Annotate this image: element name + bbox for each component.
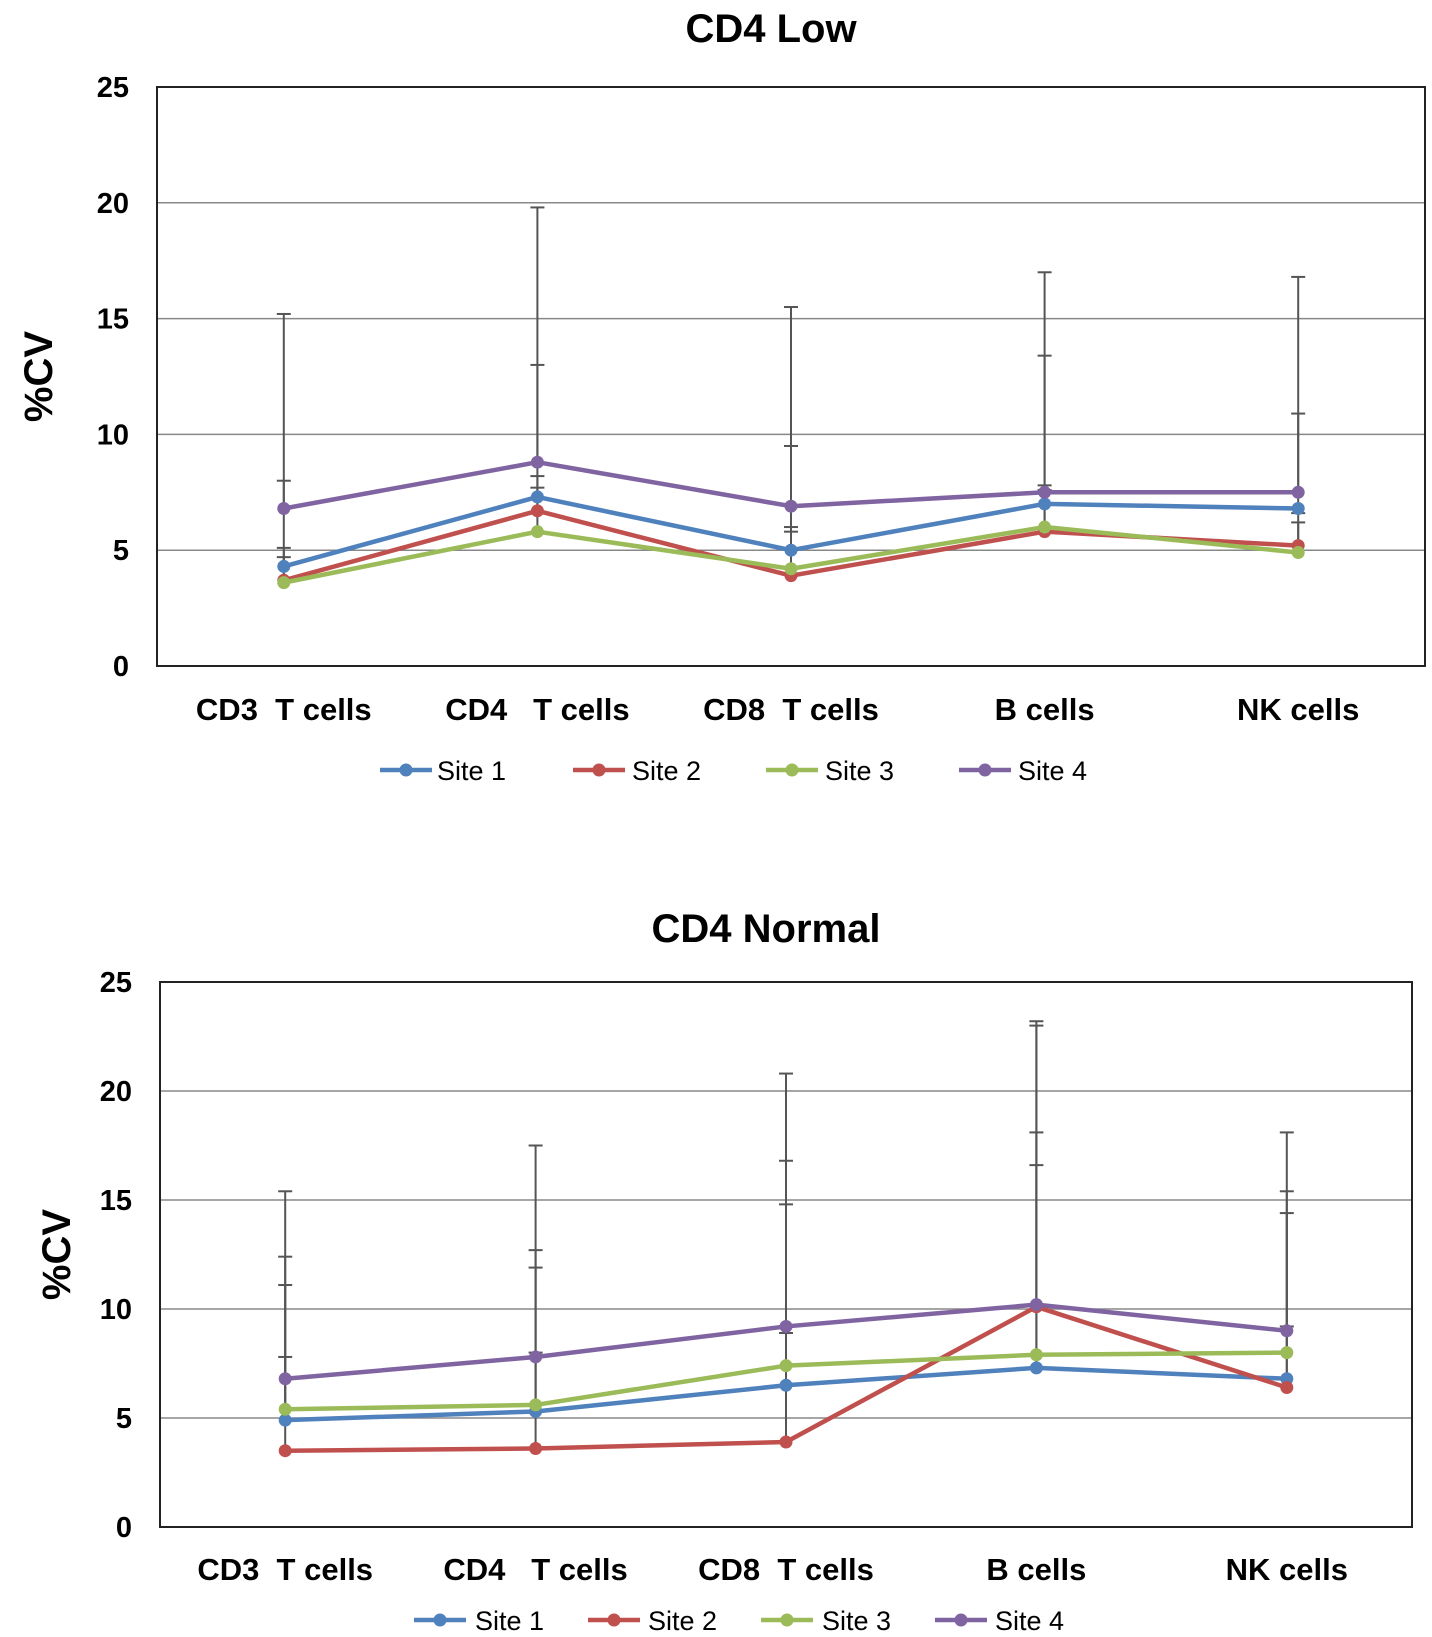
data-point bbox=[277, 576, 291, 590]
data-point bbox=[529, 1398, 543, 1412]
x-tick-label: CD3 T cells bbox=[196, 692, 372, 727]
data-point bbox=[1029, 1298, 1043, 1312]
legend-label: Site 3 bbox=[825, 756, 894, 786]
data-point bbox=[1280, 1380, 1294, 1394]
y-tick-label: 10 bbox=[100, 1294, 132, 1326]
y-tick-label: 20 bbox=[100, 1076, 132, 1108]
data-point bbox=[784, 543, 798, 557]
data-point bbox=[530, 504, 544, 518]
data-point bbox=[784, 499, 798, 513]
data-point bbox=[1029, 1348, 1043, 1362]
legend-marker bbox=[399, 763, 413, 777]
legend-marker bbox=[607, 1613, 621, 1627]
x-tick-label: CD4 T cells bbox=[443, 1552, 627, 1587]
data-point bbox=[278, 1413, 292, 1427]
legend-marker bbox=[780, 1613, 794, 1627]
x-tick-label: CD4 T cells bbox=[445, 692, 629, 727]
y-tick-label: 15 bbox=[100, 1185, 132, 1217]
data-point bbox=[1291, 546, 1305, 560]
y-tick-label: 25 bbox=[97, 72, 129, 104]
legend-label: Site 3 bbox=[822, 1606, 891, 1636]
legend-marker bbox=[978, 763, 992, 777]
y-axis-label: %CV bbox=[35, 1209, 79, 1300]
x-tick-label: CD3 T cells bbox=[197, 1552, 373, 1587]
data-point bbox=[1038, 497, 1052, 511]
chart-title: CD4 Normal bbox=[652, 907, 881, 951]
data-point bbox=[779, 1359, 793, 1373]
y-tick-label: 5 bbox=[116, 1403, 132, 1435]
data-point bbox=[277, 559, 291, 573]
y-tick-label: 15 bbox=[97, 304, 129, 336]
data-point bbox=[530, 525, 544, 539]
legend-marker bbox=[433, 1613, 447, 1627]
data-point bbox=[278, 1372, 292, 1386]
data-point bbox=[529, 1442, 543, 1456]
data-point bbox=[1029, 1361, 1043, 1375]
legend-label: Site 4 bbox=[1018, 756, 1087, 786]
y-tick-label: 25 bbox=[100, 967, 132, 999]
legend-label: Site 4 bbox=[995, 1606, 1064, 1636]
plot-area bbox=[159, 981, 1413, 1528]
data-point bbox=[1291, 502, 1305, 516]
x-tick-label: CD8 T cells bbox=[703, 692, 879, 727]
data-point bbox=[530, 490, 544, 504]
data-point bbox=[1280, 1324, 1294, 1338]
legend-label: Site 1 bbox=[437, 756, 506, 786]
data-point bbox=[529, 1350, 543, 1364]
legend-marker bbox=[592, 763, 606, 777]
data-point bbox=[530, 455, 544, 469]
data-point bbox=[1280, 1346, 1294, 1360]
data-point bbox=[779, 1435, 793, 1449]
x-tick-label: NK cells bbox=[1237, 692, 1359, 727]
x-tick-label: B cells bbox=[986, 1552, 1086, 1587]
chart-0: CD4 Low 0 5 10 15 20 25 %CV CD3 T cells CD4 T cel… bbox=[17, 7, 1426, 786]
x-tick-label: B cells bbox=[995, 692, 1095, 727]
legend-marker bbox=[785, 763, 799, 777]
chart-title: CD4 Low bbox=[685, 7, 857, 51]
data-point bbox=[784, 562, 798, 576]
y-tick-label: 10 bbox=[97, 419, 129, 451]
legend-label: Site 2 bbox=[648, 1606, 717, 1636]
data-point bbox=[779, 1378, 793, 1392]
x-tick-label: CD8 T cells bbox=[698, 1552, 874, 1587]
y-tick-label: 20 bbox=[97, 188, 129, 220]
data-point bbox=[278, 1444, 292, 1458]
data-point bbox=[1038, 520, 1052, 534]
legend-label: Site 2 bbox=[632, 756, 701, 786]
chart-1: CD4 Normal 0 5 10 15 20 25 %CV CD3 T cells CD4 T … bbox=[35, 907, 1413, 1636]
legend-marker bbox=[954, 1613, 968, 1627]
y-tick-label: 0 bbox=[113, 651, 129, 683]
plot-area bbox=[156, 86, 1426, 667]
legend-label: Site 1 bbox=[475, 1606, 544, 1636]
y-axis-label: %CV bbox=[17, 331, 61, 422]
data-point bbox=[779, 1319, 793, 1333]
y-tick-label: 5 bbox=[113, 535, 129, 567]
y-tick-label: 0 bbox=[116, 1512, 132, 1544]
data-point bbox=[1291, 485, 1305, 499]
data-point bbox=[277, 502, 291, 516]
x-tick-label: NK cells bbox=[1226, 1552, 1348, 1587]
data-point bbox=[278, 1402, 292, 1416]
data-point bbox=[1038, 485, 1052, 499]
